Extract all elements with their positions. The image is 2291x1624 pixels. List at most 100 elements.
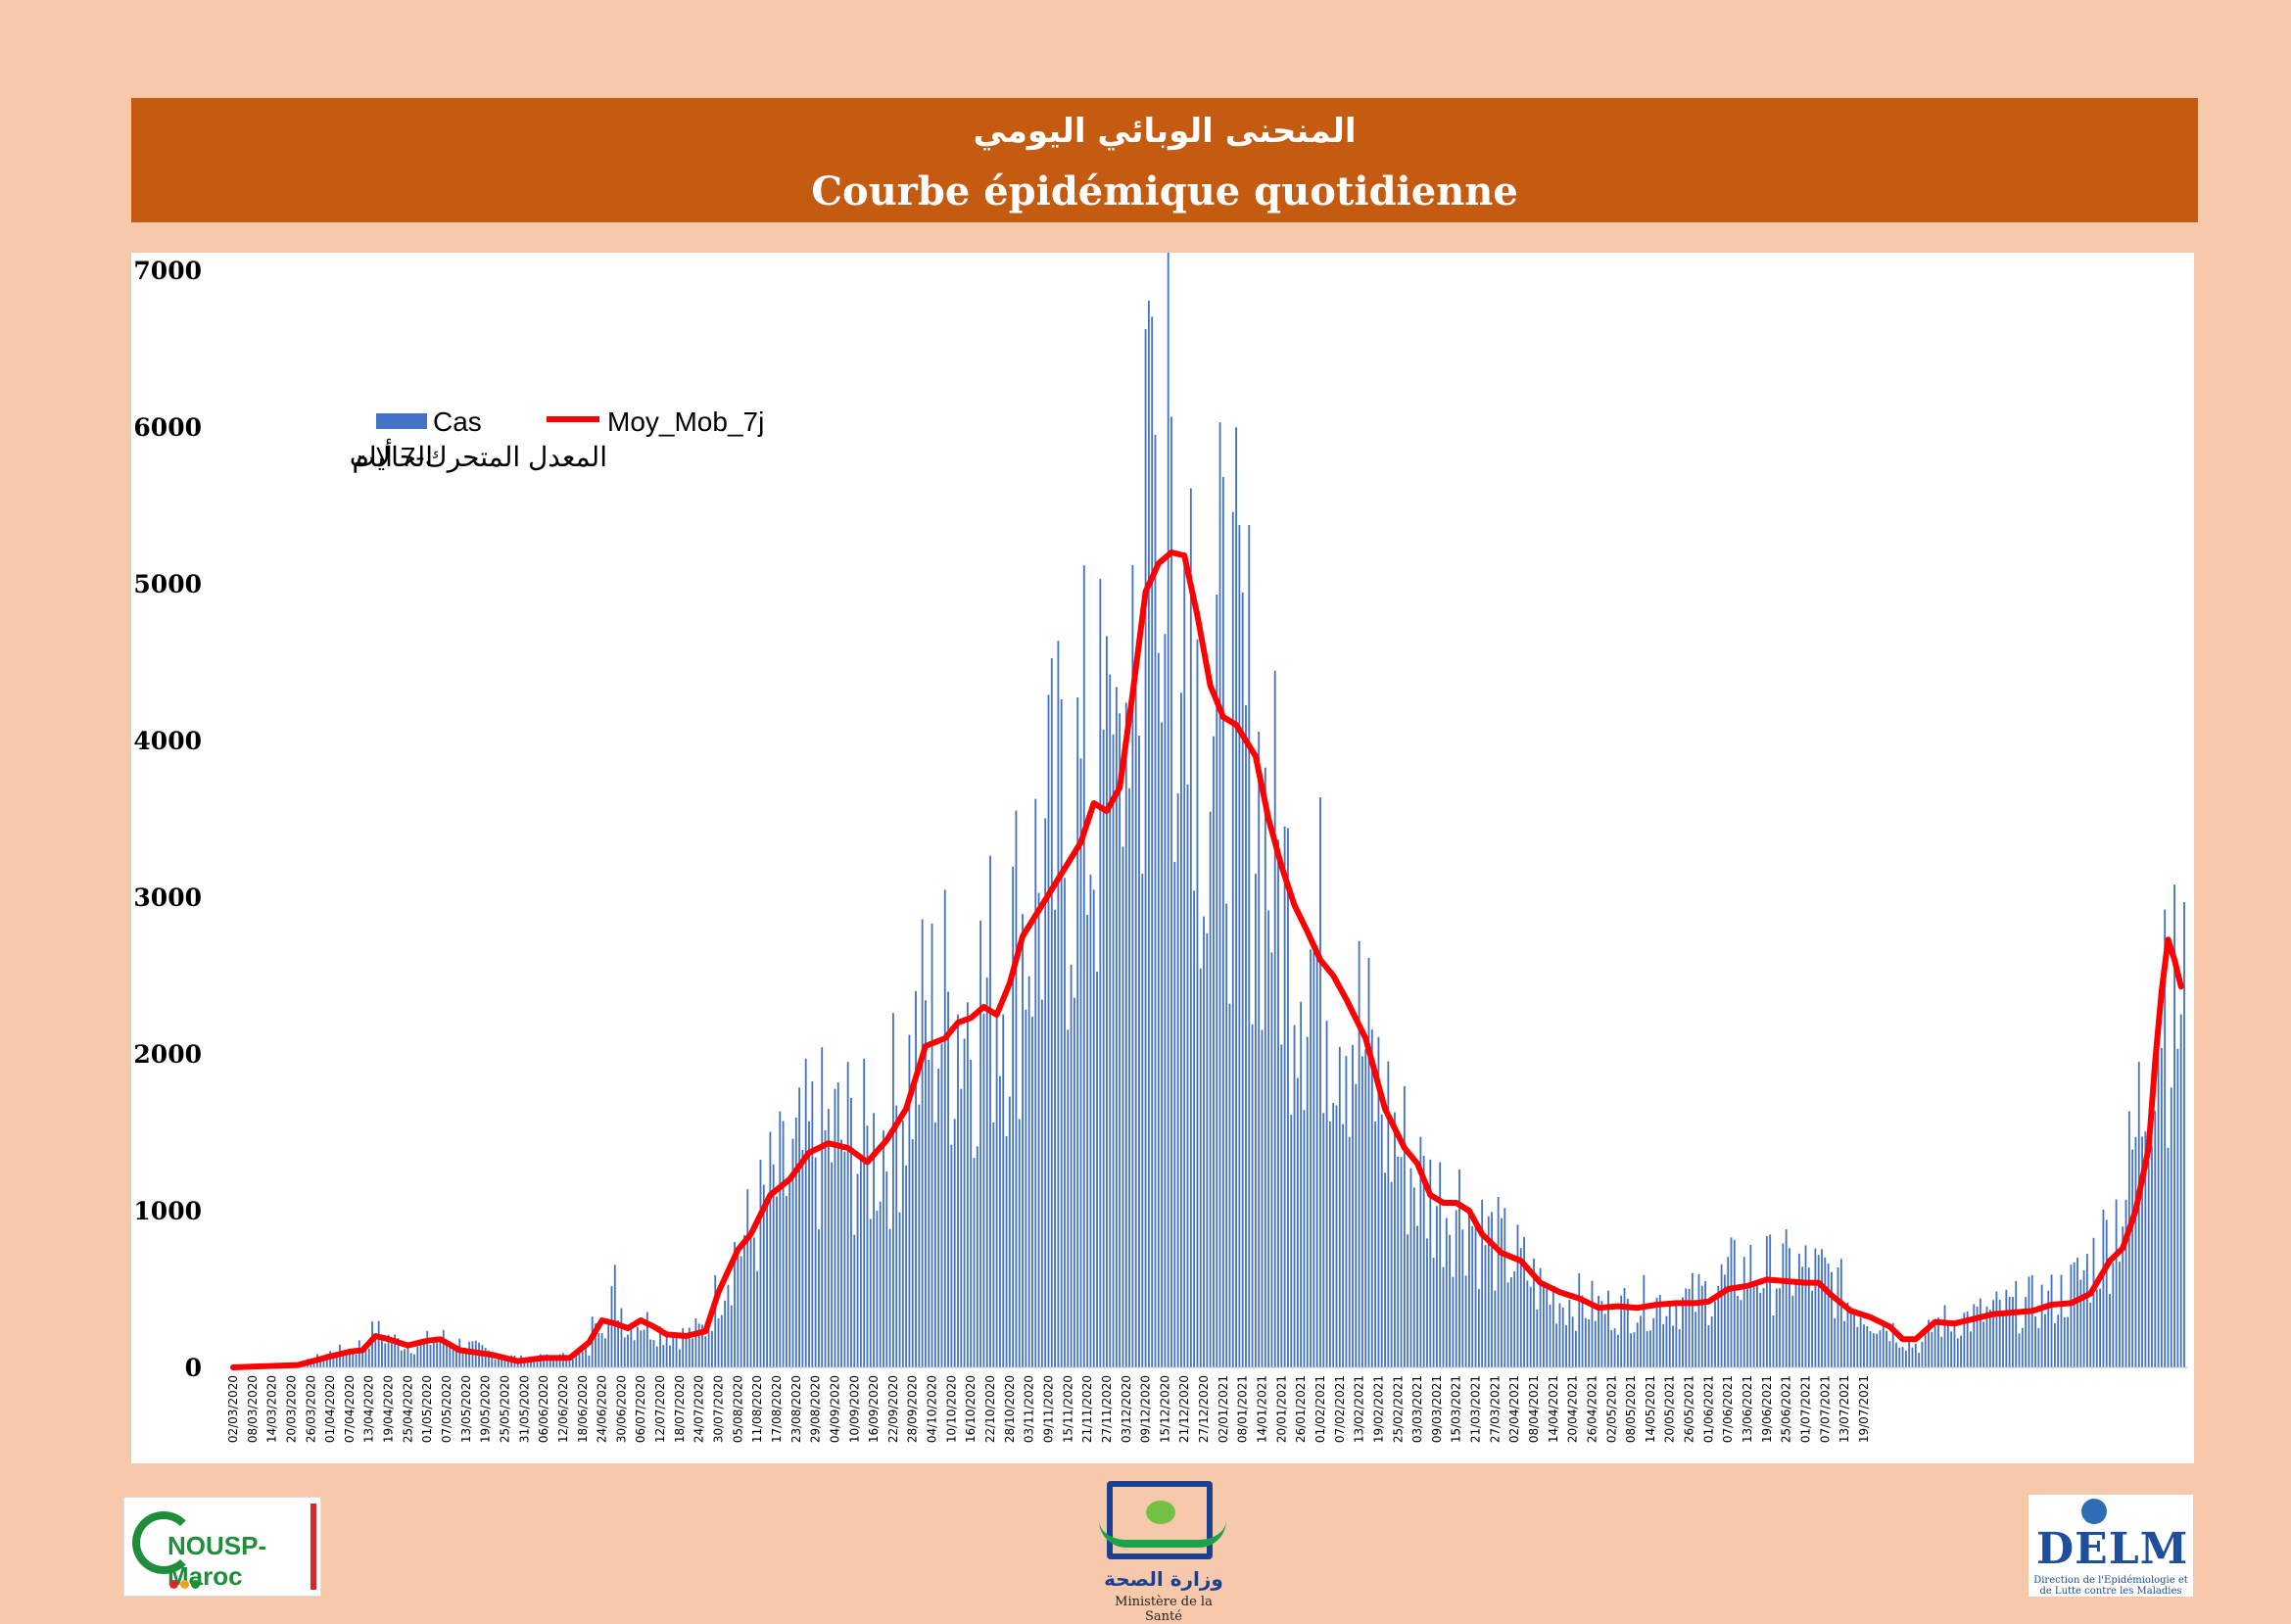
bar-daily-cases (1811, 1291, 1813, 1367)
bar-daily-cases (1213, 737, 1215, 1367)
bar-daily-cases (1458, 1170, 1460, 1367)
bar-daily-cases (2022, 1328, 2024, 1367)
bar-daily-cases (1349, 1137, 1351, 1367)
bar-daily-cases (847, 1062, 849, 1367)
ministry-logo: وزارة الصحة Ministère de la Santé (1095, 1477, 1242, 1614)
bar-daily-cases (728, 1285, 730, 1367)
nousp-red-bar (310, 1504, 316, 1590)
bar-daily-cases (1675, 1302, 1677, 1367)
x-tick-label: 27/11/2020 (1100, 1375, 1114, 1443)
bar-daily-cases (2074, 1263, 2076, 1367)
bar-daily-cases (692, 1338, 693, 1367)
bar-daily-cases (704, 1336, 706, 1367)
bar-daily-cases (756, 1271, 758, 1367)
bar-daily-cases (1336, 1106, 1338, 1367)
bar-daily-cases (1222, 477, 1224, 1367)
bar-daily-cases (1002, 1015, 1004, 1367)
bar-daily-cases (1853, 1314, 1855, 1367)
x-tick-label: 21/11/2020 (1080, 1375, 1094, 1443)
bar-daily-cases (1232, 512, 1234, 1367)
bar-daily-cases (1173, 862, 1175, 1367)
bar-daily-cases (853, 1235, 855, 1367)
bar-daily-cases (404, 1349, 406, 1367)
bar-daily-cases (1652, 1318, 1654, 1367)
x-tick-label: 22/10/2020 (983, 1375, 997, 1443)
bar-daily-cases (1326, 1021, 1328, 1367)
bar-daily-cases (1604, 1314, 1606, 1367)
bar-daily-cases (1550, 1305, 1551, 1367)
bar-daily-cases (2109, 1294, 2111, 1367)
bar-daily-cases (788, 1179, 790, 1367)
bar-daily-cases (1536, 1310, 1538, 1367)
x-tick-label: 09/12/2020 (1139, 1375, 1153, 1443)
bar-daily-cases (1310, 949, 1312, 1367)
bar-daily-cases (831, 1163, 833, 1367)
bar-daily-cases (2076, 1258, 2078, 1367)
bar-daily-cases (1391, 1182, 1393, 1367)
bar-daily-cases (1453, 1277, 1455, 1367)
x-tick-label: 15/03/2021 (1450, 1375, 1463, 1443)
bar-daily-cases (1200, 969, 1202, 1367)
bar-daily-cases (1329, 1122, 1331, 1367)
bar-daily-cases (1743, 1257, 1745, 1367)
bar-daily-cases (1076, 697, 1078, 1367)
bar-daily-cases (2061, 1275, 2063, 1367)
bar-daily-cases (1319, 797, 1321, 1367)
bar-daily-cases (1265, 768, 1266, 1367)
bar-daily-cases (1546, 1287, 1548, 1367)
bar-daily-cases (1789, 1248, 1790, 1367)
bar-daily-cases (1647, 1331, 1648, 1367)
x-tick-label: 15/12/2020 (1158, 1375, 1171, 1443)
bar-daily-cases (1103, 730, 1105, 1367)
x-tick-label: 25/05/2020 (498, 1375, 511, 1443)
bar-daily-cases (828, 1109, 830, 1367)
bar-daily-cases (1814, 1249, 1816, 1367)
bar-daily-cases (356, 1355, 358, 1367)
bar-daily-cases (1038, 892, 1040, 1367)
bar-daily-cases (1342, 1124, 1344, 1367)
x-tick-label: 24/07/2020 (692, 1375, 706, 1443)
bar-daily-cases (905, 1166, 907, 1367)
bar-daily-cases (934, 1122, 936, 1367)
bar-daily-cases (2047, 1291, 2049, 1367)
bar-daily-cases (1850, 1308, 1852, 1367)
bar-daily-cases (1229, 1004, 1231, 1367)
bar-daily-cases (1274, 671, 1276, 1367)
bar-daily-cases (1471, 1226, 1473, 1367)
bar-daily-cases (1843, 1321, 1845, 1367)
bar-daily-cases (443, 1330, 445, 1367)
bar-daily-cases (1099, 579, 1101, 1367)
bar-daily-cases (1197, 640, 1199, 1367)
bar-daily-cases (1578, 1273, 1580, 1367)
bar-daily-cases (1925, 1330, 1927, 1367)
y-tick-label: 4000 (133, 727, 202, 755)
bar-daily-cases (2112, 1263, 2114, 1367)
bar-daily-cases (835, 1089, 836, 1367)
bar-daily-cases (2093, 1238, 2095, 1367)
bar-daily-cases (694, 1318, 696, 1367)
bar-daily-cases (1245, 705, 1247, 1367)
bar-daily-cases (1307, 1037, 1309, 1367)
bar-daily-cases (970, 1060, 972, 1367)
x-tick-label: 17/08/2020 (770, 1375, 784, 1443)
bar-daily-cases (1187, 785, 1189, 1367)
x-tick-label: 25/06/2021 (1780, 1375, 1793, 1443)
bar-daily-cases (1456, 1210, 1457, 1367)
bar-daily-cases (1433, 1258, 1435, 1367)
bar-daily-cases (627, 1335, 629, 1367)
bar-daily-cases (815, 1158, 817, 1367)
x-tick-label: 04/10/2020 (926, 1375, 939, 1443)
bar-daily-cases (1572, 1316, 1574, 1367)
bar-daily-cases (899, 1213, 901, 1367)
bar-daily-cases (1332, 1103, 1334, 1367)
x-tick-label: 08/04/2021 (1527, 1375, 1541, 1443)
y-tick-label: 6000 (133, 413, 202, 442)
bar-daily-cases (1384, 1172, 1386, 1367)
bar-daily-cases (1756, 1280, 1758, 1367)
bar-daily-cases (746, 1189, 748, 1367)
bar-daily-cases (601, 1333, 603, 1367)
bar-daily-cases (944, 889, 946, 1367)
bar-daily-cases (1999, 1300, 2001, 1367)
bar-daily-cases (947, 991, 949, 1367)
bar-daily-cases (1277, 839, 1279, 1367)
